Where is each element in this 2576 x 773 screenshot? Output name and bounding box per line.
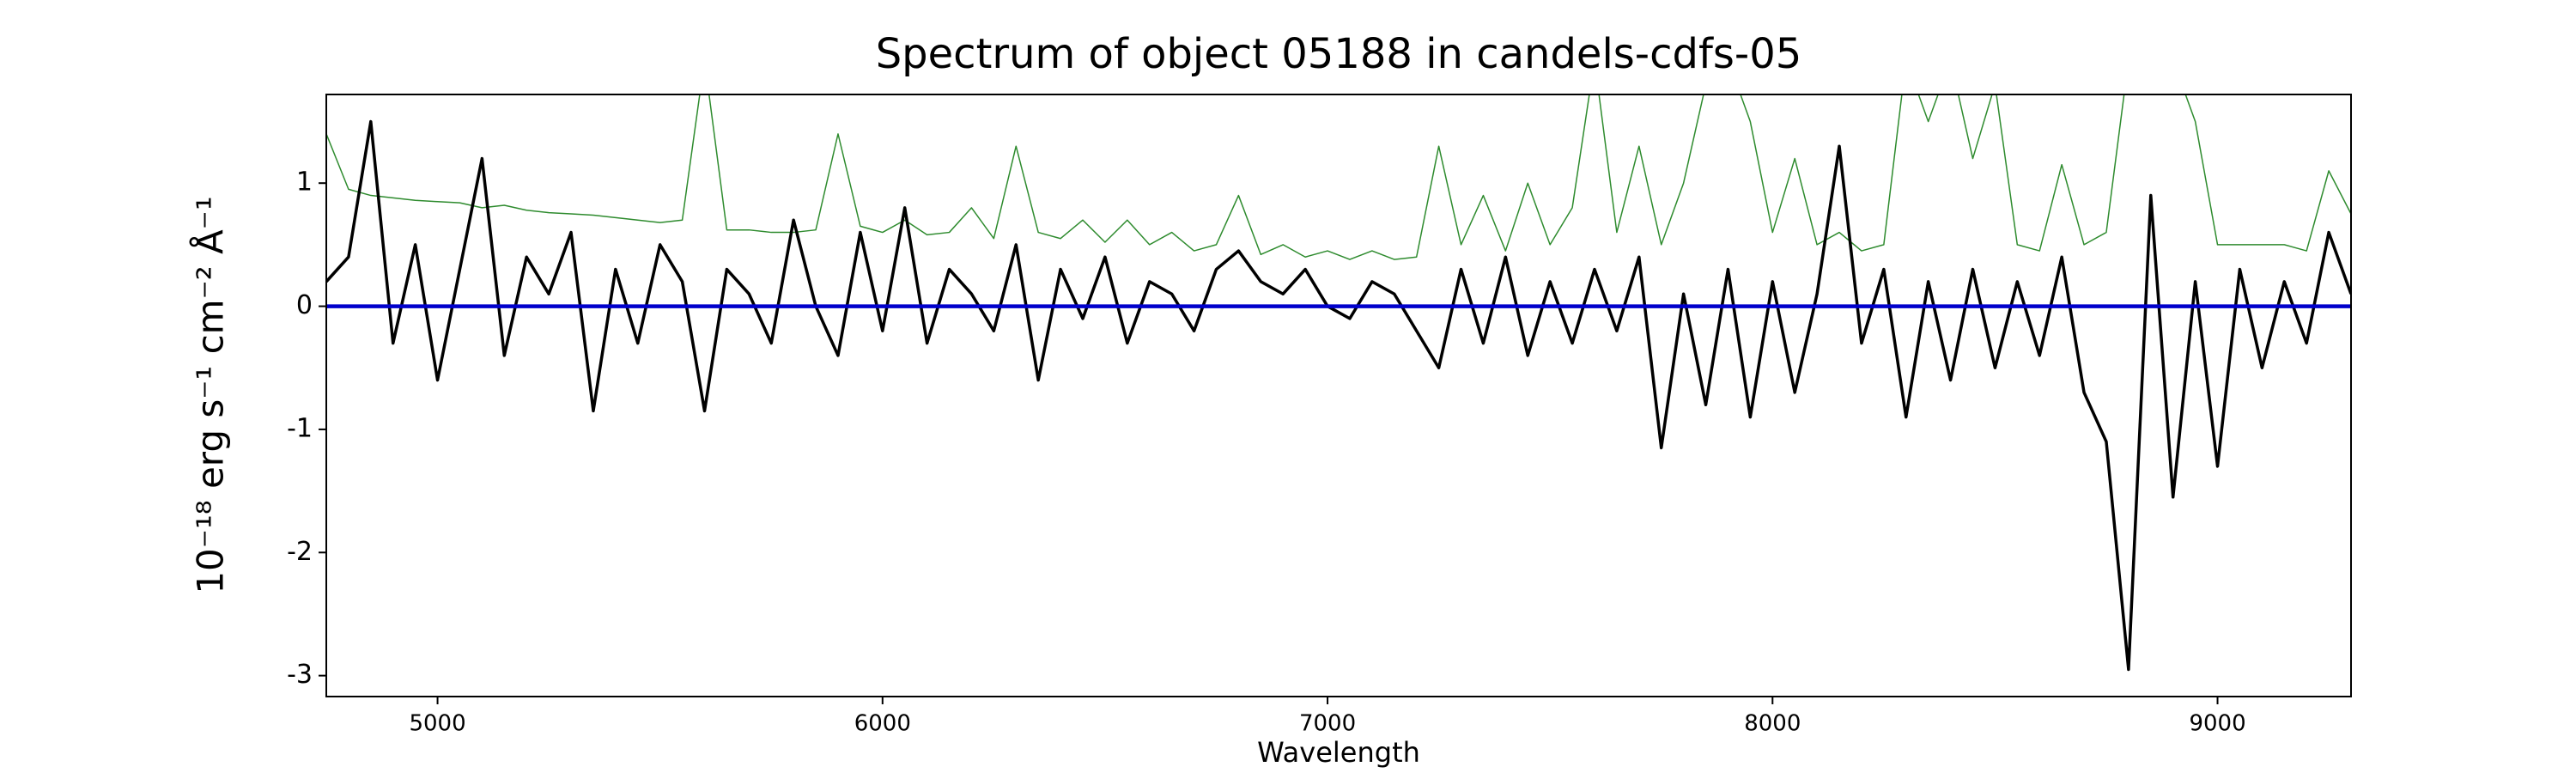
x-tick-label: 7000 [1299,711,1356,737]
y-tick-label: -3 [287,660,313,690]
spectrum-line [326,94,2351,260]
plot-area [326,94,2351,672]
x-tick-label: 5000 [409,711,465,737]
y-axis-label: 10⁻¹⁸ erg s⁻¹ cm⁻² Å⁻¹ [189,196,232,593]
x-tick-label: 9000 [2189,711,2245,737]
x-axis-label: Wavelength [1257,736,1420,769]
y-tick-label: 0 [296,290,313,320]
x-tick-label: 8000 [1744,711,1801,737]
y-tick-label: -2 [287,537,313,567]
y-tick-label: -1 [287,413,313,443]
y-tick-label: 1 [296,167,313,198]
chart-title: Spectrum of object 05188 in candels-cdfs… [876,30,1802,78]
plot-frame [325,94,2352,697]
x-tick-label: 6000 [854,711,911,737]
spectrum-line [326,119,2351,672]
